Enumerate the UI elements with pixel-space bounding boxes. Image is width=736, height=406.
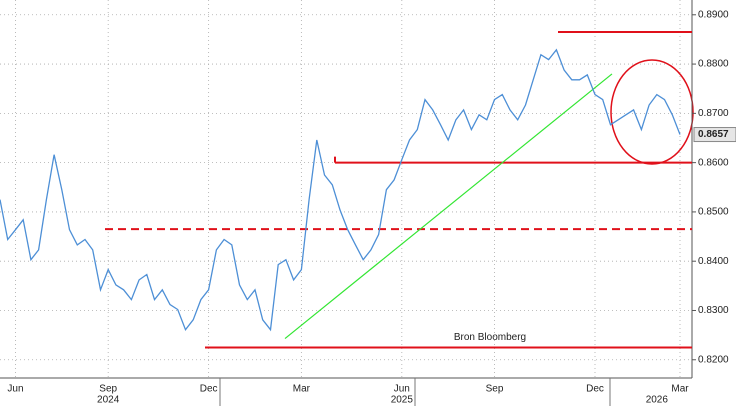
y-tick-label: 0.8600: [698, 157, 729, 168]
price-line: [0, 48, 681, 332]
last-value-label: 0.8657: [698, 129, 729, 140]
x-tick-label: Mar: [293, 384, 311, 395]
x-tick-label: Sep: [99, 384, 117, 395]
y-tick-label: 0.8900: [698, 9, 729, 20]
y-tick-label: 0.8700: [698, 108, 729, 119]
y-tick-label: 0.8300: [698, 305, 729, 316]
last-value-tag: [693, 127, 736, 143]
annotation: Bron Bloomberg: [454, 332, 526, 343]
x-tick-label: Jun: [7, 384, 23, 395]
year-label: 2026: [646, 395, 669, 406]
year-label: 2025: [391, 395, 414, 406]
y-tick-label: 0.8400: [698, 256, 729, 267]
x-tick-label: Dec: [586, 384, 604, 395]
highlight-circle: [610, 59, 694, 165]
x-tick-label: Dec: [200, 384, 218, 395]
y-tick-label: 0.8200: [698, 354, 729, 365]
trendline: [284, 73, 613, 340]
x-tick-label: Jun: [394, 384, 410, 395]
x-tick-label: Mar: [671, 384, 689, 395]
year-label: 2024: [97, 395, 120, 406]
y-tick-label: 0.8800: [698, 59, 729, 70]
x-tick-label: Sep: [486, 384, 504, 395]
y-tick-label: 0.8500: [698, 207, 729, 218]
